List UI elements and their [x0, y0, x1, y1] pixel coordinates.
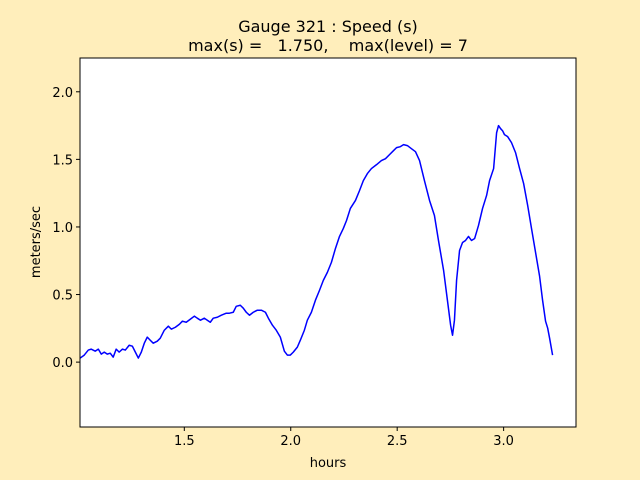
- x-tick-label: 3.0: [493, 434, 514, 449]
- y-axis-label: meters/sec: [29, 206, 44, 278]
- data-line: [79, 124, 554, 359]
- y-tick-label: 0.0: [52, 356, 73, 371]
- y-tick-label: 1.0: [52, 221, 73, 236]
- chart-title: Gauge 321 : Speed (s): [238, 17, 418, 36]
- x-tick-label: 2.0: [280, 434, 301, 449]
- y-tick-label: 1.5: [52, 153, 73, 168]
- chart-subtitle: max(s) = 1.750, max(level) = 7: [188, 36, 468, 55]
- y-tick-label: 2.0: [52, 86, 73, 101]
- axes-frame: [79, 57, 577, 428]
- plot-area: [80, 58, 576, 427]
- x-tick-label: 2.5: [387, 434, 408, 449]
- x-axis-label: hours: [310, 456, 347, 471]
- x-tick-label: 1.5: [174, 434, 195, 449]
- y-tick-label: 0.5: [52, 289, 73, 304]
